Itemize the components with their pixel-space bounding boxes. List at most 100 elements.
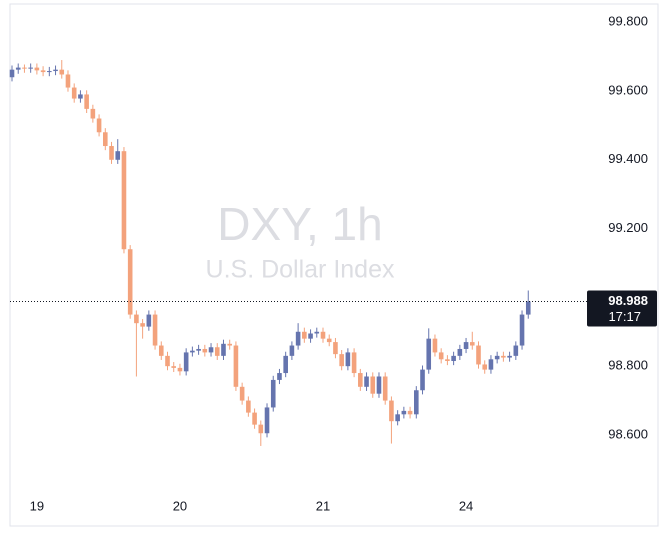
candle-body bbox=[165, 355, 170, 367]
candle-body bbox=[252, 412, 257, 425]
candle-body bbox=[376, 376, 382, 394]
candle-body bbox=[177, 367, 183, 372]
candle-body bbox=[53, 69, 58, 72]
candle-body bbox=[469, 342, 475, 346]
candle-body bbox=[90, 108, 96, 119]
y-tick-label: 99.200 bbox=[608, 220, 648, 235]
candle-body bbox=[246, 400, 251, 413]
candle-body bbox=[9, 69, 15, 78]
candle-body bbox=[258, 424, 264, 434]
candle-body bbox=[333, 342, 338, 355]
candle-body bbox=[389, 400, 394, 422]
watermark-symbol: DXY, 1h bbox=[217, 198, 382, 250]
candle-body bbox=[171, 366, 177, 368]
candle-body bbox=[78, 94, 83, 99]
candle-body bbox=[270, 379, 276, 408]
candle-body bbox=[314, 331, 320, 334]
y-tick-label: 99.400 bbox=[608, 151, 648, 166]
candle-body bbox=[445, 359, 450, 362]
candle-body bbox=[40, 70, 46, 73]
candle-body bbox=[208, 347, 214, 353]
candle-body bbox=[519, 314, 525, 346]
y-tick-label: 99.800 bbox=[608, 14, 648, 29]
candle-body bbox=[103, 132, 108, 147]
candle-body bbox=[283, 355, 288, 374]
x-tick-label: 21 bbox=[316, 498, 330, 513]
candle-body bbox=[233, 345, 239, 387]
candle-body bbox=[482, 364, 488, 370]
candle-body bbox=[227, 343, 232, 346]
candle-body bbox=[65, 74, 71, 88]
candle-body bbox=[127, 249, 133, 315]
candle-body bbox=[59, 69, 65, 75]
candle-body bbox=[370, 376, 376, 394]
candle-body bbox=[345, 352, 351, 367]
candle-body bbox=[457, 348, 463, 356]
candle-body bbox=[34, 67, 40, 71]
candle-body bbox=[47, 71, 52, 73]
y-tick-label: 98.600 bbox=[608, 426, 648, 441]
candle-body bbox=[221, 343, 226, 356]
watermark-name: U.S. Dollar Index bbox=[206, 256, 395, 284]
countdown-label: 17:17 bbox=[608, 309, 641, 324]
y-tick-label: 98.800 bbox=[608, 358, 648, 373]
candle-body bbox=[289, 345, 295, 356]
candle-body bbox=[414, 390, 419, 415]
candle-body bbox=[28, 67, 33, 69]
candle-body bbox=[407, 410, 413, 415]
candle-body bbox=[351, 352, 357, 374]
x-tick-label: 19 bbox=[30, 498, 44, 513]
candle-body bbox=[264, 407, 270, 434]
candle-body bbox=[476, 345, 481, 365]
y-tick-label: 99.600 bbox=[608, 82, 648, 97]
candle-body bbox=[190, 350, 195, 353]
candle-body bbox=[451, 355, 456, 362]
candle-body bbox=[71, 87, 77, 99]
candle-body bbox=[494, 355, 500, 360]
last-price-box bbox=[587, 290, 657, 327]
candle-body bbox=[115, 151, 121, 160]
candle-body bbox=[15, 67, 21, 70]
candle-body bbox=[463, 342, 469, 349]
candle-body bbox=[134, 314, 139, 324]
candle-body bbox=[339, 354, 344, 367]
candle-body bbox=[146, 314, 152, 327]
chart-frame bbox=[9, 3, 659, 527]
candle-body bbox=[364, 376, 369, 387]
candle-body bbox=[501, 355, 506, 358]
candle-body bbox=[320, 331, 326, 339]
candle-body bbox=[395, 414, 400, 422]
candle-body bbox=[308, 333, 313, 339]
candle-body bbox=[358, 373, 363, 387]
candle-body bbox=[96, 118, 102, 133]
candle-body bbox=[382, 376, 388, 401]
candle-body bbox=[277, 373, 282, 380]
candle-body bbox=[525, 301, 531, 315]
candle-body bbox=[326, 338, 332, 343]
candle-body bbox=[109, 146, 114, 160]
candle-body bbox=[152, 314, 158, 346]
x-tick-label: 20 bbox=[173, 498, 187, 513]
candle-body bbox=[183, 352, 189, 372]
candle-body bbox=[196, 348, 201, 351]
last-price-label: 98.988 bbox=[608, 293, 648, 308]
candle-body bbox=[426, 338, 432, 370]
candle-body bbox=[202, 348, 208, 353]
candle-body bbox=[158, 345, 164, 356]
candle-body bbox=[121, 151, 127, 250]
candle-body bbox=[401, 410, 407, 415]
x-tick-label: 24 bbox=[459, 498, 473, 513]
candle-body bbox=[239, 386, 245, 401]
candle-body bbox=[84, 94, 89, 109]
candle-body bbox=[507, 355, 512, 358]
candle-body bbox=[420, 369, 425, 391]
candle-body bbox=[438, 352, 444, 360]
candle-body bbox=[22, 67, 27, 69]
candle-body bbox=[295, 331, 301, 346]
candle-body bbox=[302, 331, 307, 339]
candle-body bbox=[214, 347, 220, 356]
candle-body bbox=[513, 345, 519, 356]
candle-body bbox=[488, 359, 494, 370]
candle-body bbox=[140, 323, 145, 327]
